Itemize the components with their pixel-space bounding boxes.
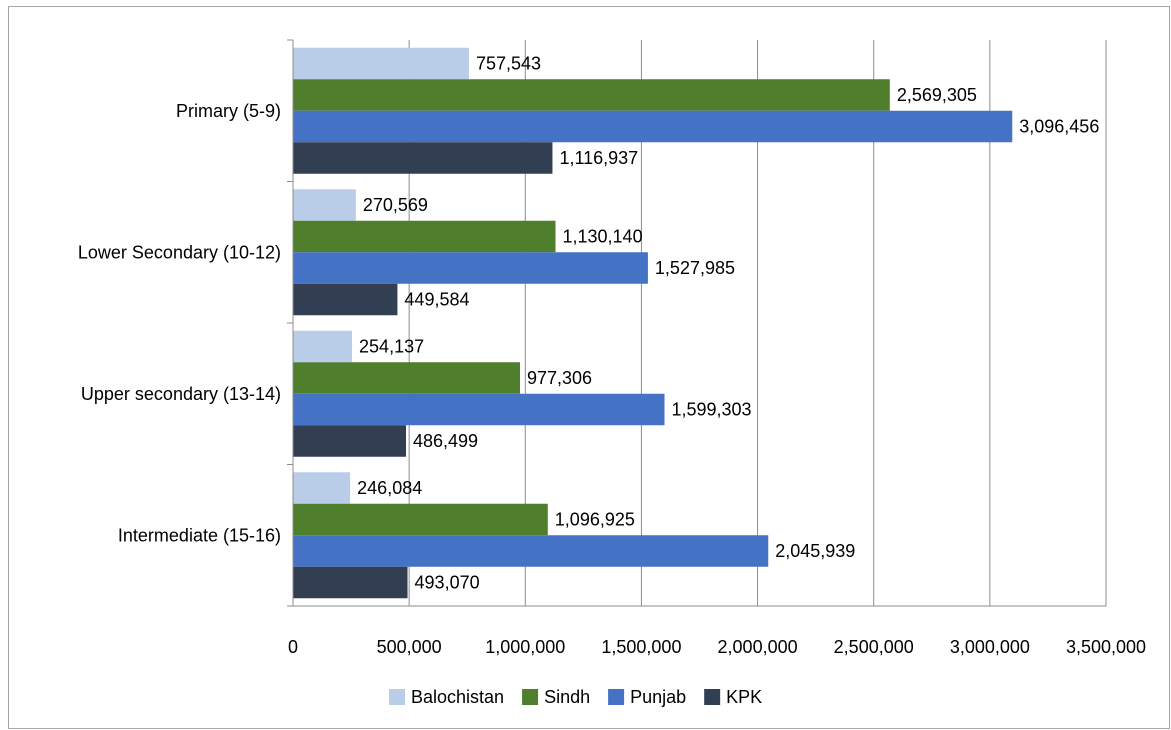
x-tick-label: 1,500,000	[601, 637, 681, 657]
data-label: 3,096,456	[1019, 117, 1099, 137]
legend-swatch	[704, 689, 721, 705]
bar-sindh	[293, 79, 890, 111]
category-label: Lower Secondary (10-12)	[78, 242, 281, 262]
bar-kpk	[293, 566, 408, 599]
data-label: 246,084	[357, 478, 422, 498]
legend-swatch	[389, 689, 405, 705]
x-tick-label: 500,000	[377, 637, 442, 657]
legend-label: KPK	[726, 687, 762, 707]
data-label: 1,130,140	[563, 227, 643, 247]
data-label: 2,045,939	[775, 541, 855, 561]
data-label: 1,599,303	[671, 400, 751, 420]
bar-sindh	[293, 220, 556, 253]
bar-sindh	[293, 503, 548, 536]
bars	[293, 47, 1013, 599]
bar-sindh	[293, 362, 521, 394]
data-labels: 757,543 2,569,305 3,096,456 1,116,937 270,56…	[357, 54, 1099, 593]
category-label: Upper secondary (13-14)	[81, 384, 281, 404]
legend-item-kpk: KPK	[704, 687, 762, 707]
x-tick-label: 3,500,000	[1066, 637, 1146, 657]
data-label: 270,569	[363, 195, 428, 215]
data-label: 493,070	[415, 573, 480, 593]
data-label: 1,527,985	[655, 258, 735, 278]
bar-punjab	[293, 110, 1013, 143]
bar-balochistan	[293, 330, 353, 363]
data-label: 449,584	[404, 290, 469, 310]
bar-kpk	[293, 283, 398, 316]
category-label: Primary (5-9)	[176, 101, 281, 121]
data-label: 1,096,925	[555, 510, 635, 530]
bar-punjab	[293, 252, 648, 284]
legend-label: Sindh	[544, 687, 590, 707]
bar-kpk	[293, 142, 553, 174]
x-tick-label: 2,000,000	[718, 637, 798, 657]
legend-swatch	[608, 689, 625, 705]
bar-balochistan	[293, 47, 469, 80]
legend-swatch	[522, 689, 539, 705]
data-label: 2,569,305	[897, 85, 977, 105]
x-tick-label: 3,000,000	[950, 637, 1030, 657]
bar-kpk	[293, 425, 407, 457]
data-label: 757,543	[476, 54, 541, 74]
legend-item-sindh: Sindh	[522, 687, 590, 707]
legend-item-balochistan: Balochistan	[389, 687, 504, 707]
axes	[287, 39, 1106, 607]
bar-punjab	[293, 393, 665, 426]
data-label: 977,306	[527, 368, 592, 388]
category-label: Intermediate (15-16)	[118, 525, 281, 545]
x-tick-label: 2,500,000	[834, 637, 914, 657]
x-tick-labels: 0 500,000 1,000,000 1,500,000 2,000,000 2,500…	[288, 637, 1146, 657]
bar-punjab	[293, 535, 769, 567]
legend-label: Punjab	[630, 687, 686, 707]
category-labels: Primary (5-9) Lower Secondary (10-12) Uppe…	[78, 101, 281, 546]
x-tick-label: 0	[288, 637, 298, 657]
x-tick-label: 1,000,000	[485, 637, 565, 657]
bar-balochistan	[293, 189, 356, 221]
legend: Balochistan Sindh Punjab KPK	[389, 687, 762, 707]
data-label: 486,499	[413, 431, 478, 451]
data-label: 254,137	[359, 337, 424, 357]
data-label: 1,116,937	[559, 148, 638, 168]
legend-label: Balochistan	[411, 687, 504, 707]
legend-item-punjab: Punjab	[608, 687, 686, 707]
bar-balochistan	[293, 472, 351, 504]
